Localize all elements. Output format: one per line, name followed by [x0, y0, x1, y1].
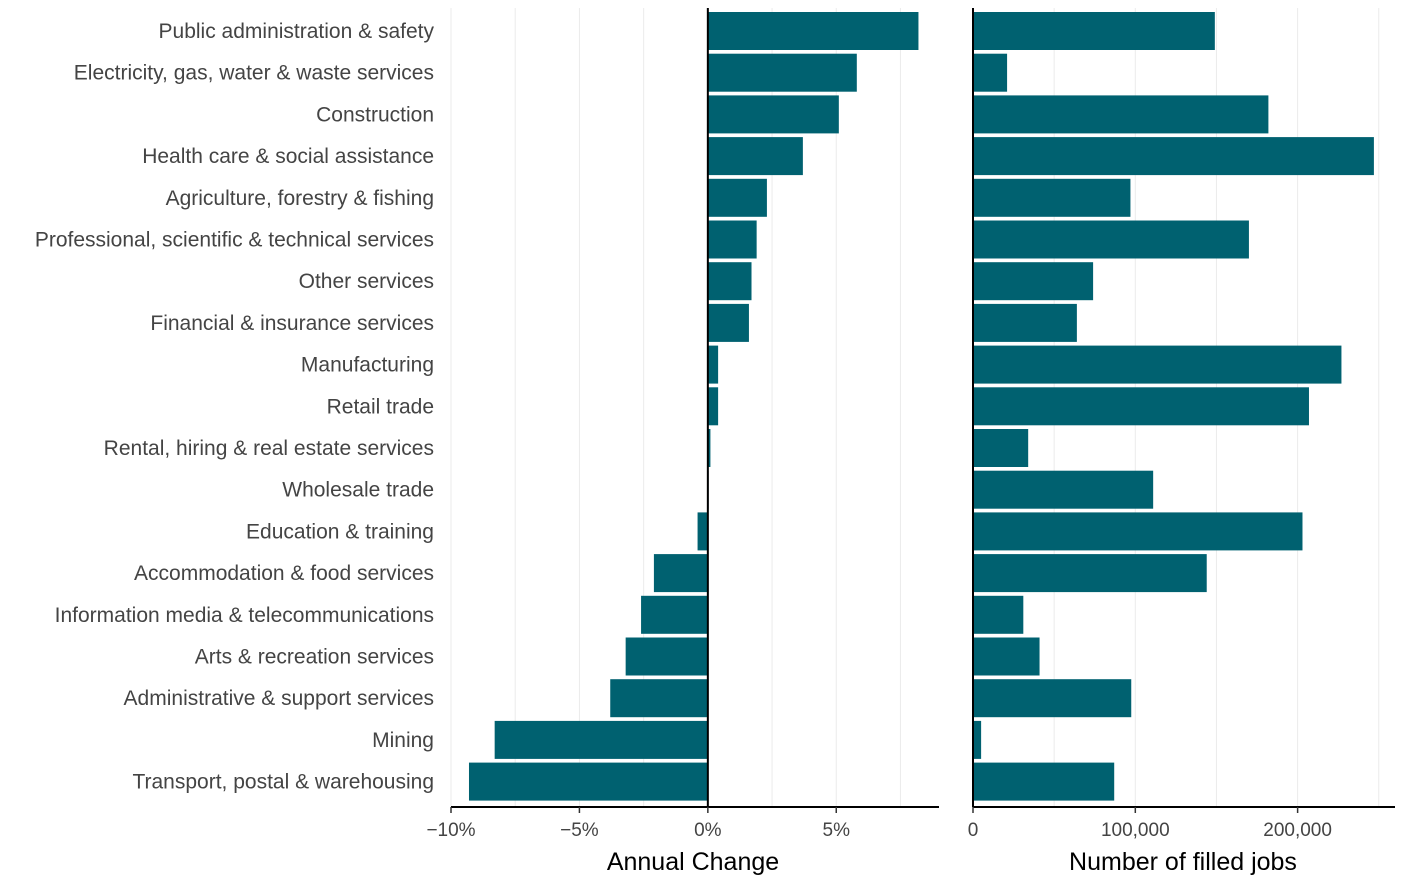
bar [494, 720, 708, 759]
category-label: Agriculture, forestry & fishing [166, 187, 434, 210]
category-label: Public administration & safety [159, 20, 435, 43]
filled-jobs-axis-title: Number of filled jobs [1069, 848, 1297, 876]
bar [707, 137, 803, 176]
annual-change-panel: −10% −5% 0% 5% [426, 8, 939, 841]
x-tick-label: 5% [823, 820, 851, 841]
annual-change-axis-title: Annual Change [607, 848, 779, 876]
category-label: Professional, scientific & technical ser… [35, 229, 434, 252]
bar [468, 762, 708, 801]
category-label: Manufacturing [301, 354, 434, 377]
bar [707, 303, 749, 342]
bar [973, 512, 1303, 551]
bar [707, 53, 857, 92]
x-tick-label: −5% [560, 820, 599, 841]
bar [973, 595, 1024, 634]
category-label: Education & training [246, 520, 434, 543]
bar [973, 470, 1154, 509]
x-tick-label: 0 [968, 820, 979, 841]
bar [707, 220, 757, 259]
category-label: Health care & social assistance [142, 145, 434, 168]
category-label: Administrative & support services [124, 687, 434, 710]
filled-jobs-panel: 0 100,000 200,000 [968, 8, 1395, 841]
bar [707, 95, 839, 134]
bar [973, 679, 1132, 718]
bar [973, 12, 1215, 50]
bar [707, 262, 752, 301]
bar [707, 429, 711, 467]
category-label: Construction [316, 103, 434, 126]
category-label: Electricity, gas, water & waste services [74, 62, 434, 85]
x-tick-label: 200,000 [1263, 820, 1332, 841]
industry-labels: Public administration & safety Electricit… [35, 20, 435, 794]
x-tick-label: 100,000 [1101, 820, 1170, 841]
category-label: Transport, postal & warehousing [132, 771, 434, 794]
bar [707, 12, 919, 50]
x-tick-label: 0% [694, 820, 722, 841]
category-label: Financial & insurance services [150, 312, 434, 335]
category-label: Arts & recreation services [195, 646, 434, 669]
bar [707, 178, 767, 217]
bar [973, 720, 982, 759]
bar [707, 345, 719, 384]
bar [973, 220, 1249, 259]
bar [973, 262, 1094, 301]
bar [641, 595, 708, 634]
bar [973, 95, 1269, 134]
bar [697, 512, 708, 551]
category-label: Retail trade [327, 395, 434, 418]
bar [610, 679, 708, 718]
category-label: Other services [299, 270, 434, 293]
bar [973, 637, 1040, 676]
bar [653, 554, 708, 593]
category-label: Wholesale trade [282, 479, 434, 502]
bar [973, 345, 1342, 384]
category-label: Information media & telecommunications [55, 604, 434, 627]
bar [973, 387, 1309, 426]
bar [973, 303, 1077, 342]
category-label: Mining [372, 729, 434, 752]
category-label: Rental, hiring & real estate services [104, 437, 434, 460]
bar [973, 53, 1008, 92]
bar [973, 554, 1207, 593]
bar [973, 178, 1131, 217]
bar [625, 637, 708, 676]
bar [973, 762, 1115, 801]
category-label: Accommodation & food services [134, 562, 434, 585]
bar [973, 137, 1374, 176]
bar [973, 429, 1029, 467]
bar [707, 387, 719, 426]
x-tick-label: −10% [426, 820, 475, 841]
